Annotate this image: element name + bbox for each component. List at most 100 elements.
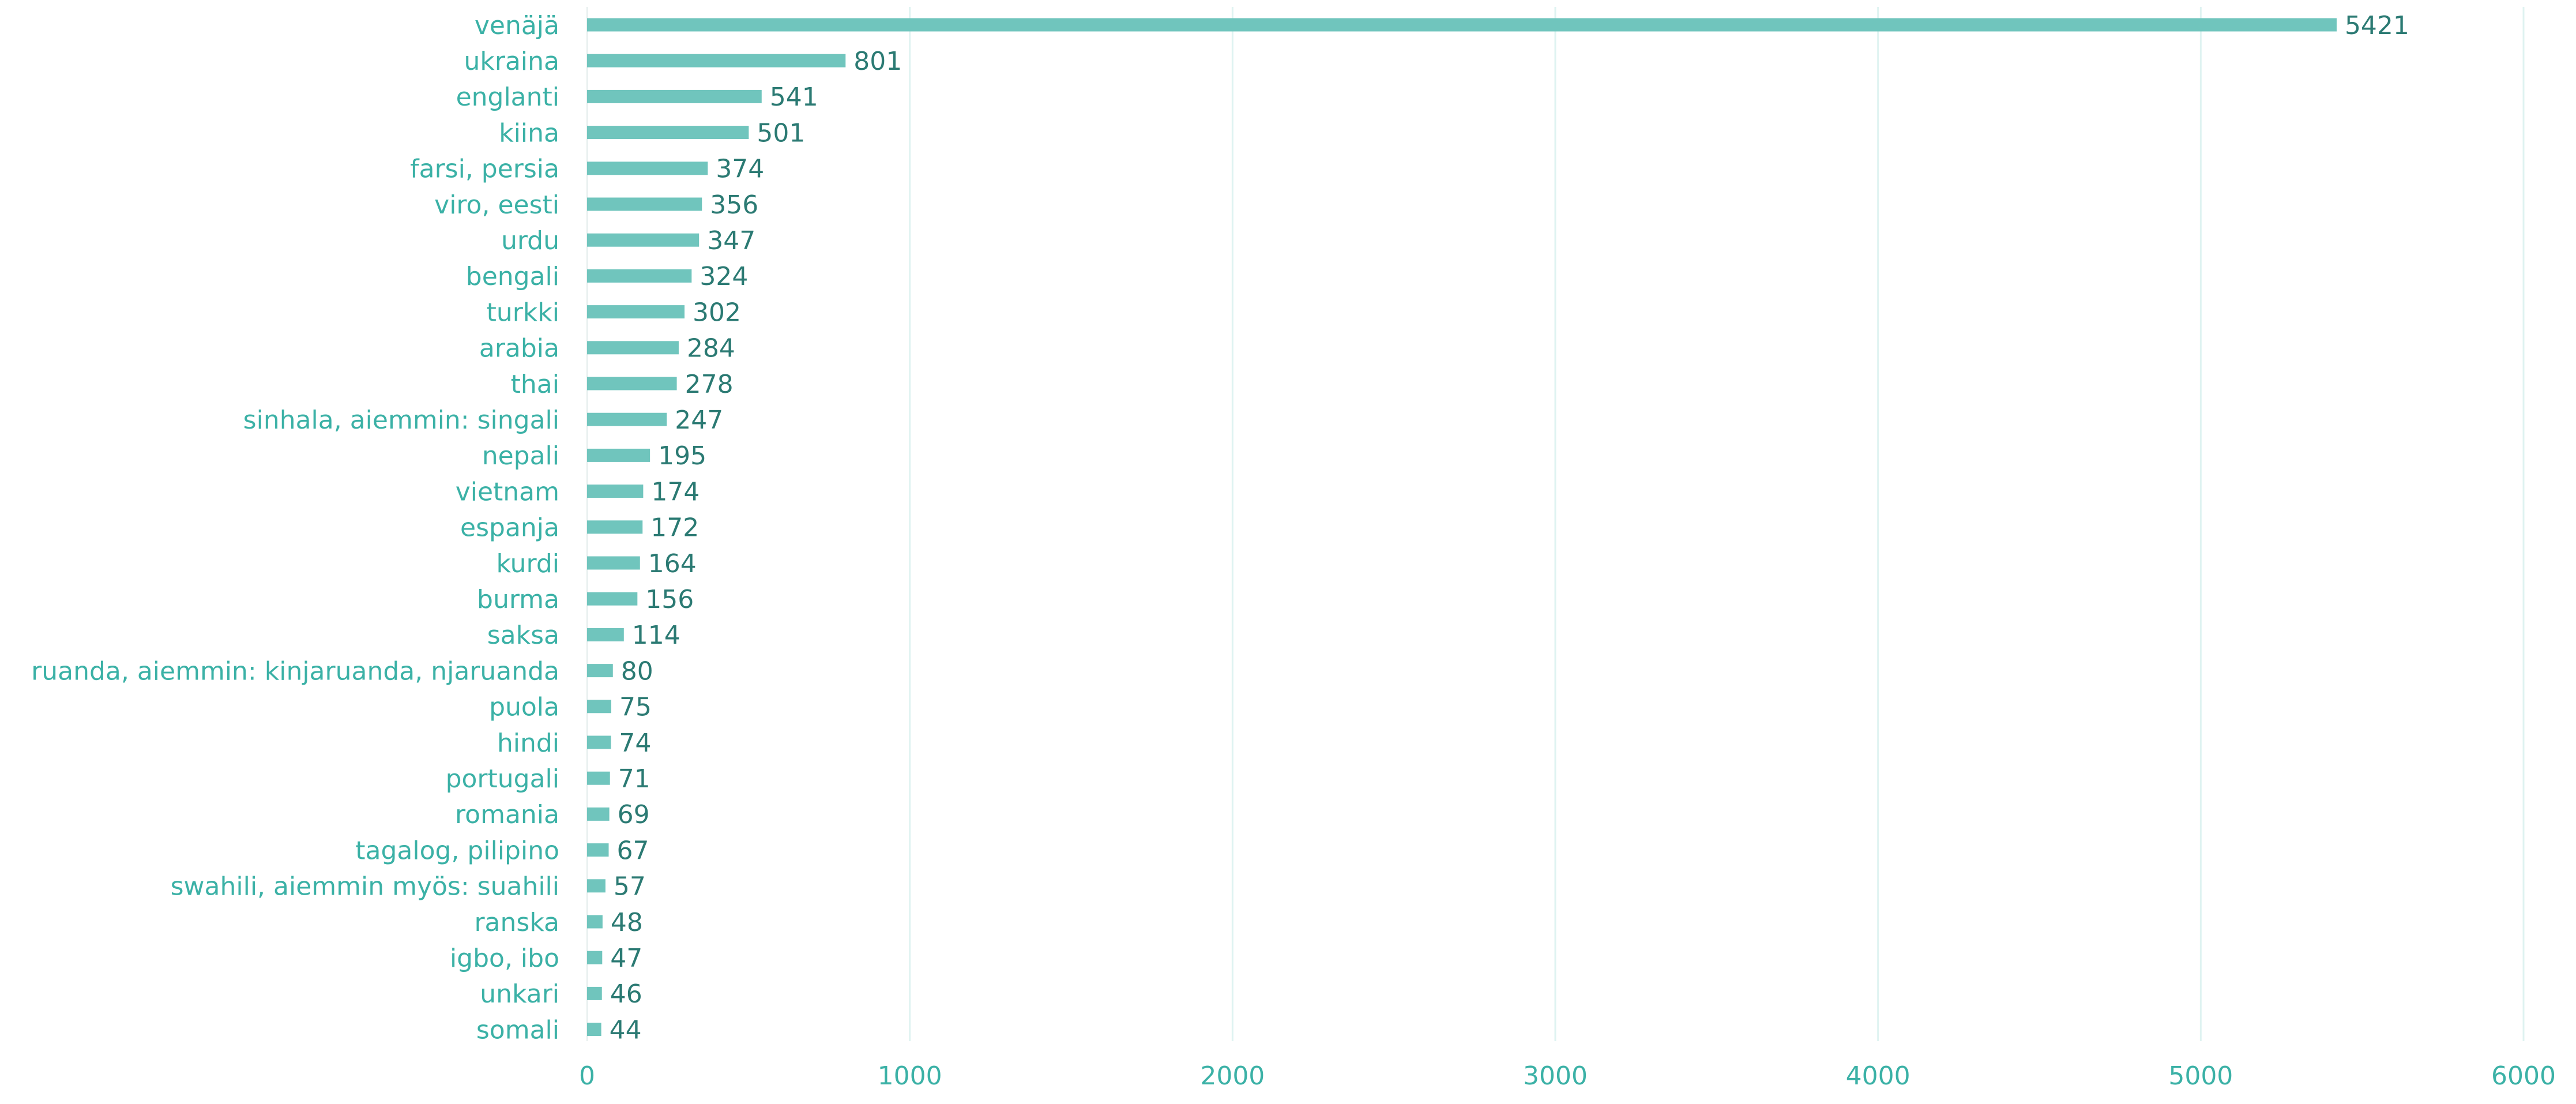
data-label: 71 (618, 764, 650, 794)
category-label: viro, eesti (434, 190, 559, 220)
x-axis-tick-labels: 0 1000 2000 3000 4000 5000 6000 (579, 1061, 2556, 1091)
bars (587, 18, 2337, 1037)
category-label: hindi (497, 729, 559, 758)
category-label: sinhala, aiemmin: singali (243, 405, 559, 435)
category-label: urdu (501, 226, 559, 256)
data-label: 164 (648, 549, 697, 579)
category-labels: venäjä ukraina englanti kiina farsi, persia v… (31, 11, 559, 1045)
bar (587, 915, 603, 929)
bar (587, 89, 762, 103)
bar (587, 771, 610, 785)
data-label: 80 (621, 656, 653, 686)
bar (587, 1023, 601, 1037)
bar (587, 556, 640, 570)
data-label: 5421 (2345, 11, 2409, 40)
data-label: 501 (757, 118, 805, 148)
category-label: ukraina (464, 47, 560, 76)
bar (587, 54, 846, 67)
data-label: 57 (614, 872, 646, 902)
bar (587, 126, 749, 140)
category-label: somali (476, 1015, 559, 1045)
category-label: bengali (466, 262, 559, 291)
x-tick-label: 3000 (1523, 1061, 1588, 1091)
category-label: nepali (482, 441, 559, 471)
data-label: 48 (611, 908, 643, 937)
bar (587, 233, 700, 247)
category-label: englanti (456, 82, 559, 112)
category-label: thai (511, 370, 559, 399)
category-label: espanja (460, 513, 559, 543)
bar (587, 377, 677, 390)
bar (587, 269, 692, 283)
bar (587, 592, 638, 606)
gridlines (586, 7, 2525, 1041)
bar (587, 412, 667, 426)
bar (587, 520, 643, 534)
bar (587, 305, 685, 319)
x-tick-label: 5000 (2168, 1061, 2233, 1091)
data-label: 47 (610, 944, 642, 973)
bar (587, 664, 613, 678)
category-label: kiina (499, 118, 559, 148)
bar (587, 162, 708, 175)
category-label: igbo, ibo (450, 944, 559, 973)
data-label: 278 (685, 370, 734, 399)
bar (587, 735, 611, 749)
bar (587, 807, 610, 821)
bar (587, 448, 650, 462)
data-label: 156 (645, 585, 694, 614)
x-tick-label: 1000 (878, 1061, 942, 1091)
category-label: romania (455, 800, 559, 829)
bar (587, 879, 606, 893)
data-label: 302 (693, 298, 741, 327)
bar (587, 700, 611, 714)
x-tick-label: 4000 (1846, 1061, 1911, 1091)
value-labels: 5421 801 541 501 374 356 347 324 302 284 278 247 195… (610, 11, 2409, 1045)
data-label: 174 (651, 477, 700, 506)
data-label: 46 (610, 979, 642, 1009)
bar (587, 485, 644, 498)
category-label: ranska (474, 908, 559, 937)
data-label: 347 (707, 226, 755, 256)
bar (587, 843, 609, 857)
data-label: 374 (716, 155, 764, 184)
x-tick-label: 2000 (1200, 1061, 1265, 1091)
bar (587, 18, 2337, 32)
category-label: portugali (446, 764, 559, 794)
category-label: swahili, aiemmin myös: suahili (171, 872, 559, 902)
bar (587, 341, 679, 355)
category-label: vietnam (456, 477, 559, 506)
category-label: arabia (479, 334, 559, 363)
bar (587, 986, 602, 1000)
data-label: 74 (619, 729, 651, 758)
data-label: 324 (700, 262, 748, 291)
category-label: kurdi (497, 549, 559, 579)
data-label: 195 (658, 441, 706, 471)
data-label: 44 (610, 1015, 642, 1045)
data-label: 801 (853, 47, 902, 76)
category-label: unkari (480, 979, 559, 1009)
data-label: 69 (618, 800, 650, 829)
data-label: 75 (619, 693, 652, 722)
x-tick-label: 6000 (2491, 1061, 2556, 1091)
bar (587, 951, 603, 964)
category-label: ruanda, aiemmin: kinjaruanda, njaruanda (31, 656, 559, 686)
bar (587, 197, 702, 211)
category-label: puola (489, 693, 559, 722)
category-label: saksa (487, 621, 559, 650)
data-label: 356 (710, 190, 758, 220)
category-label: burma (477, 585, 559, 614)
category-label: tagalog, pilipino (355, 836, 559, 865)
data-label: 284 (687, 334, 735, 363)
data-label: 541 (770, 82, 818, 112)
category-label: farsi, persia (410, 155, 559, 184)
category-label: venäjä (475, 11, 559, 40)
data-label: 114 (632, 621, 680, 650)
data-label: 172 (650, 513, 699, 543)
data-label: 247 (675, 405, 723, 435)
x-tick-label: 0 (579, 1061, 595, 1091)
data-label: 67 (616, 836, 649, 865)
category-label: turkki (487, 298, 559, 327)
